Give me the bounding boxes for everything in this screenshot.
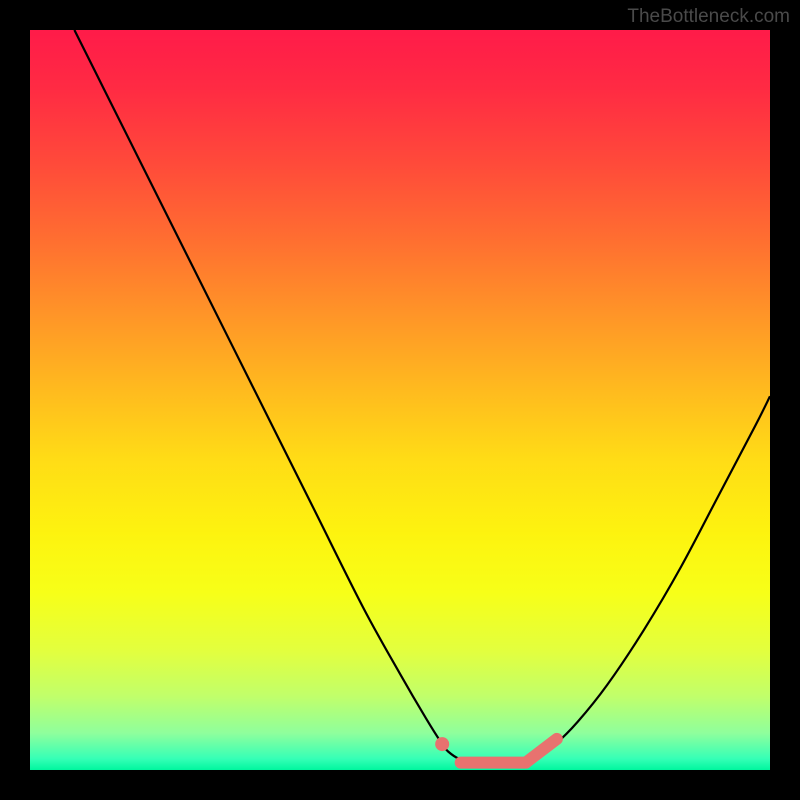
bottleneck-curve <box>74 30 770 764</box>
chart-area <box>30 30 770 770</box>
watermark-text: TheBottleneck.com <box>627 6 790 28</box>
marker-dot <box>435 737 449 751</box>
curve-overlay <box>30 30 770 770</box>
marker-diagonal <box>526 739 557 763</box>
